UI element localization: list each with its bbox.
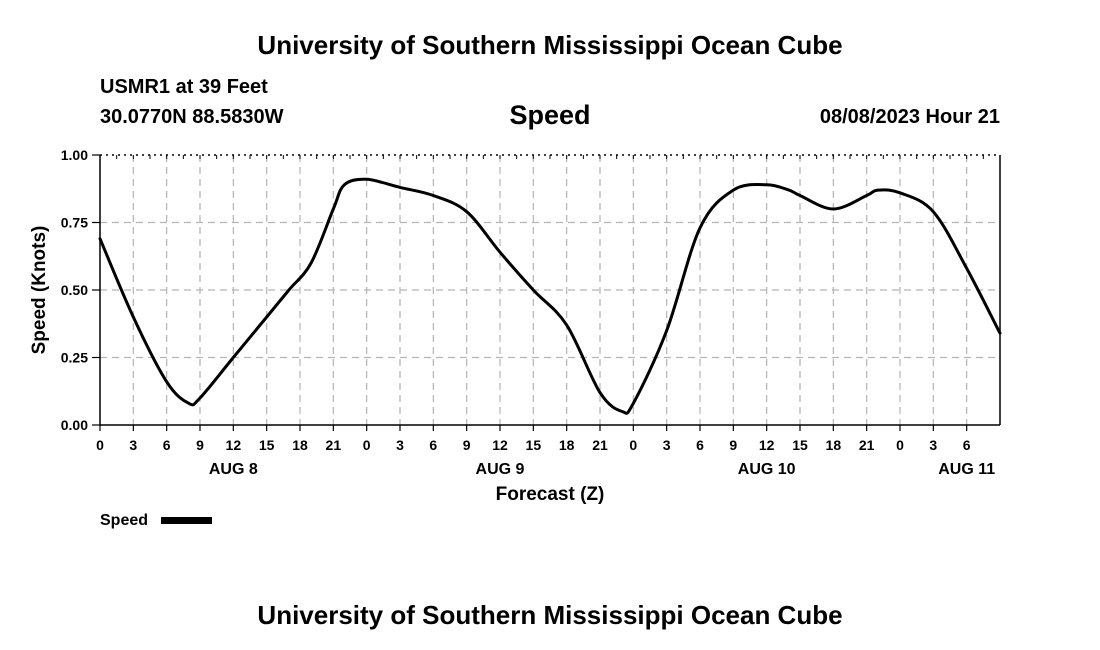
y-tick-label: 0.50 [61,282,88,298]
x-tick-label: 6 [163,437,171,453]
x-tick-label: 15 [526,437,542,453]
x-tick-label: 15 [259,437,275,453]
legend-swatch [161,517,212,524]
x-tick-label: 21 [592,437,608,453]
x-tick-label: 18 [559,437,575,453]
y-axis-title: Speed (Knots) [29,226,50,355]
location-label: 30.0770N 88.5830W [100,106,284,128]
variable-title: Speed [509,100,591,130]
x-tick-label: 12 [492,437,508,453]
grid-lines [100,155,1000,425]
x-tick-label: 0 [896,437,904,453]
x-tick-label: 0 [629,437,637,453]
day-label: AUG 10 [738,461,796,478]
plot-axes: 0 3 6 9 12 15 18 21 0 3 6 9 12 15 18 21 0 3 6 9 12 15 18 21 0 3 6 0… [61,147,1001,478]
x-tick-label: 15 [792,437,808,453]
series-lines [98,177,1002,415]
x-tick-label: 3 [129,437,137,453]
x-tick-label: 12 [759,437,775,453]
day-label: AUG 11 [938,461,995,478]
x-tick-label: 6 [963,437,971,453]
x-tick-label: 3 [663,437,671,453]
day-label: AUG 8 [209,461,258,478]
datetime-label: 08/08/2023 Hour 21 [819,106,1000,128]
chart-main-title: University of Southern Mississippi Ocean… [257,30,843,60]
x-tick-label: 21 [326,437,342,453]
x-tick-label: 6 [696,437,704,453]
footer-title: University of Southern Mississippi Ocean… [257,600,843,630]
y-tick-label: 0.00 [61,417,88,433]
series-line-speed [98,177,1002,415]
x-tick-label: 6 [429,437,437,453]
x-tick-label: 18 [826,437,842,453]
x-axis-title: Forecast (Z) [496,484,605,505]
y-tick-label: 0.75 [61,215,88,231]
x-tick-label: 3 [396,437,404,453]
x-tick-label: 21 [859,437,875,453]
y-tick-label: 1.00 [61,147,88,163]
day-label: AUG 9 [476,461,525,478]
station-label: USMR1 at 39 Feet [100,76,268,98]
x-tick-label: 18 [292,437,308,453]
x-tick-label: 0 [363,437,371,453]
y-tick-label: 0.25 [61,350,88,366]
x-tick-label: 0 [96,437,104,453]
legend: Speed [100,512,212,529]
speed-chart: 0 3 6 9 12 15 18 21 0 3 6 9 12 15 18 21 0 3 6 9 12 15 18 21 0 3 6 0… [29,147,1002,529]
x-tick-label: 3 [929,437,937,453]
x-tick-label: 9 [463,437,471,453]
x-tick-label: 12 [226,437,242,453]
x-tick-label: 9 [729,437,737,453]
x-tick-label: 9 [196,437,204,453]
legend-label: Speed [100,512,148,529]
